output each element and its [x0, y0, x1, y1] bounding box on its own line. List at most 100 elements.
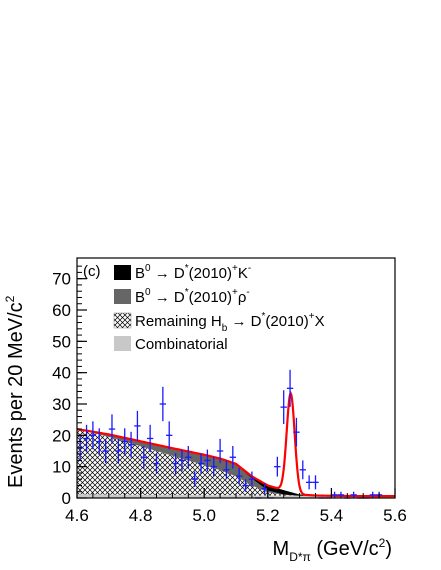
- data-point: [280, 390, 287, 425]
- data-point: [210, 456, 217, 477]
- x-axis-label: MD*π (GeV/c2): [273, 536, 392, 564]
- x-tick-label: 4.8: [129, 506, 153, 525]
- data-point: [83, 424, 90, 453]
- x-tick-label: 5.4: [320, 506, 344, 525]
- data-point: [216, 438, 224, 464]
- legend-label-part: -: [248, 263, 251, 274]
- data-point: [274, 456, 281, 477]
- data-point: [337, 491, 345, 498]
- data-point: [312, 475, 319, 490]
- data-point: [286, 369, 294, 407]
- panel-label: (c): [83, 263, 101, 280]
- legend-label-part: B: [135, 265, 145, 282]
- x-axis-label-unit: (GeV/c: [311, 538, 379, 560]
- legend-label-part: → D: [227, 313, 261, 330]
- x-axis-label-close: ): [385, 538, 392, 560]
- data-point: [89, 421, 97, 450]
- data-point: [293, 417, 300, 447]
- legend-label-part: → D: [151, 289, 185, 306]
- data-point: [140, 445, 147, 469]
- legend-swatch: [113, 312, 132, 329]
- data-point: [159, 386, 167, 422]
- fit-curve: [77, 390, 395, 498]
- legend-label-part: (2010): [189, 289, 232, 306]
- y-tick-label: 40: [52, 364, 71, 383]
- legend-label-part: 0: [145, 263, 151, 274]
- x-tick-label: 5.6: [383, 506, 407, 525]
- legend-label-part: → D: [151, 265, 185, 282]
- y-tick-label: 20: [52, 426, 71, 445]
- data-point: [166, 421, 173, 450]
- legend: B0 → D*(2010)+K-B0 → D*(2010)+ρ-Remainin…: [113, 263, 325, 353]
- legend-swatch: [114, 265, 131, 280]
- data-point: [96, 428, 103, 455]
- data-point: [331, 491, 338, 498]
- data-points: [77, 369, 383, 499]
- legend-label-part: +: [232, 263, 238, 274]
- data-point: [229, 445, 236, 469]
- y-tick-label: 30: [52, 395, 71, 414]
- data-point: [178, 449, 186, 472]
- legend-entry-drho: B0 → D*(2010)+ρ-: [114, 287, 250, 306]
- data-point: [115, 438, 122, 464]
- legend-entry-hb: Remaining Hb → D*(2010)+X: [113, 311, 325, 334]
- data-point: [236, 467, 243, 485]
- legend-label-part: K: [238, 265, 248, 282]
- x-axis-label-main: M: [273, 538, 290, 560]
- data-point: [197, 453, 205, 474]
- legend-label: B0 → D*(2010)+ρ-: [135, 287, 250, 306]
- x-tick-label: 5.0: [192, 506, 216, 525]
- y-tick-label: 10: [52, 458, 71, 477]
- data-point: [223, 460, 230, 480]
- legend-label-part: *: [261, 311, 265, 322]
- x-axis-label-sub: D*π: [289, 550, 311, 564]
- y-tick-label: 60: [52, 301, 71, 320]
- legend-entry-dk: B0 → D*(2010)+K-: [114, 263, 251, 282]
- axes: 4.6 4.8 5.0 5.2 5.4 5.6 0 10 20 30 40 50 60 70: [52, 265, 407, 525]
- legend-label-part: (2010): [189, 265, 232, 282]
- data-point: [172, 453, 179, 474]
- legend-label-part: B: [135, 289, 145, 306]
- legend-label-part: 0: [145, 287, 151, 298]
- legend-label-part: ρ: [238, 289, 247, 306]
- legend-label: Combinatorial: [135, 336, 228, 353]
- y-tick-label: 0: [62, 489, 71, 508]
- data-point: [102, 438, 109, 464]
- legend-swatch: [114, 289, 131, 304]
- data-point: [146, 424, 154, 453]
- data-point: [185, 445, 192, 469]
- legend-label: B0 → D*(2010)+K-: [135, 263, 251, 282]
- data-point: [153, 453, 160, 474]
- data-point: [299, 460, 306, 480]
- legend-label: Remaining Hb → D*(2010)+X: [135, 311, 325, 334]
- legend-label-part: *: [185, 287, 189, 298]
- legend-label-part: Remaining H: [135, 313, 222, 330]
- data-point: [191, 471, 198, 487]
- data-point: [134, 410, 141, 441]
- legend-entry-comb: Combinatorial: [114, 336, 228, 353]
- x-tick-label: 5.2: [256, 506, 280, 525]
- data-point: [369, 491, 376, 498]
- data-point: [350, 491, 357, 498]
- legend-label-part: -: [246, 287, 249, 298]
- legend-label-part: X: [315, 313, 325, 330]
- y-axis-label-sup: 2: [3, 295, 17, 302]
- y-axis-label-main: Events per 20 MeV/c: [5, 302, 27, 488]
- fit-line: [77, 390, 395, 498]
- data-point: [204, 449, 211, 472]
- legend-label-part: +: [232, 287, 238, 298]
- legend-label-part: b: [222, 323, 228, 334]
- data-point: [261, 483, 268, 495]
- component-remaining-hb: [77, 429, 395, 497]
- y-axis-label: Events per 20 MeV/c2: [3, 295, 27, 488]
- data-point: [108, 414, 116, 444]
- data-point: [242, 479, 249, 492]
- data-point: [121, 428, 128, 455]
- legend-label-part: *: [185, 263, 189, 274]
- y-tick-label: 50: [52, 332, 71, 351]
- legend-label-part: +: [309, 311, 315, 322]
- data-point: [127, 431, 135, 458]
- x-axis-label-sup: 2: [379, 536, 386, 550]
- y-tick-label: 70: [52, 270, 71, 289]
